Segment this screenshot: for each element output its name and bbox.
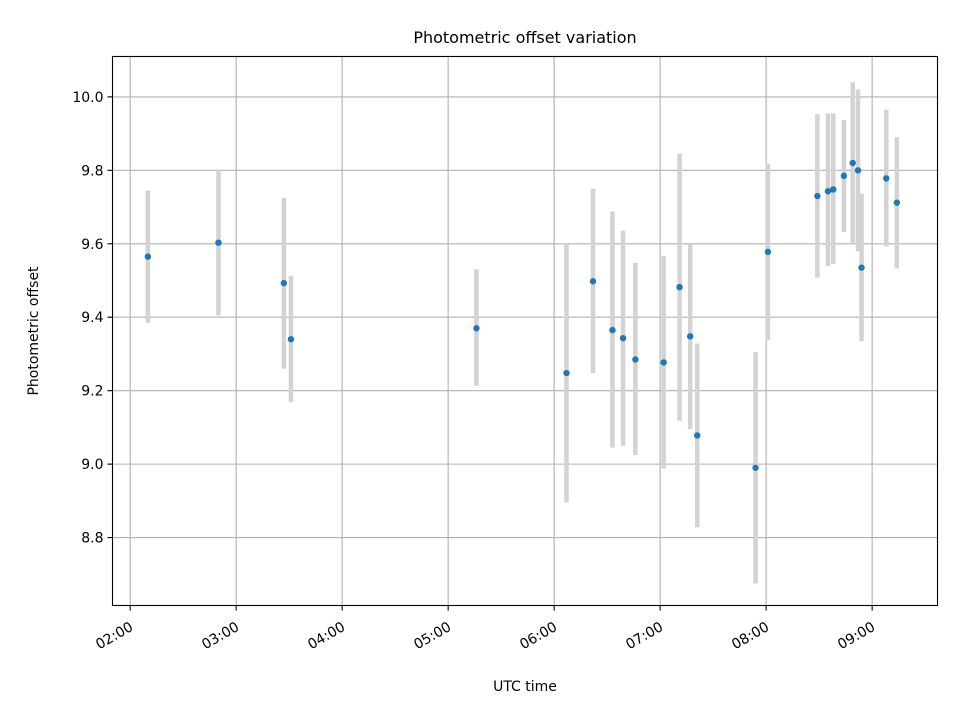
data-point (824, 188, 832, 195)
data-point (632, 356, 639, 363)
data-point (660, 359, 667, 366)
data-point (563, 369, 570, 377)
data-point (840, 172, 848, 180)
x-axis-label: UTC time (493, 679, 557, 695)
data-point (473, 325, 480, 332)
y-tick-label: 9.2 (81, 384, 103, 400)
data-point (764, 248, 772, 256)
data-point (287, 336, 295, 343)
data-point (814, 192, 821, 200)
data-point (893, 199, 901, 206)
data-points (144, 159, 901, 471)
data-point (858, 264, 865, 271)
data-point (619, 334, 627, 342)
y-tick-label: 10.0 (72, 90, 103, 106)
data-point (144, 253, 152, 260)
data-point (609, 326, 616, 334)
y-axis-label: Photometric offset (26, 266, 42, 396)
y-tick-label: 9.4 (81, 310, 103, 326)
y-tick-label: 8.8 (81, 531, 103, 547)
data-point (686, 333, 694, 340)
data-point (694, 432, 701, 439)
data-point (849, 159, 856, 167)
data-point (752, 464, 759, 471)
data-point (854, 167, 862, 174)
chart-title: Photometric offset variation (413, 28, 636, 47)
grid (112, 56, 938, 606)
data-point (830, 186, 837, 193)
y-tick-label: 9.0 (81, 457, 103, 473)
data-point (215, 239, 222, 246)
data-point (280, 279, 288, 287)
data-point (676, 283, 683, 291)
data-point (883, 175, 890, 182)
y-tick-label: 9.6 (81, 237, 103, 253)
y-tick-label: 9.8 (81, 163, 103, 179)
data-point (589, 278, 597, 285)
plot-frame (111, 55, 939, 607)
